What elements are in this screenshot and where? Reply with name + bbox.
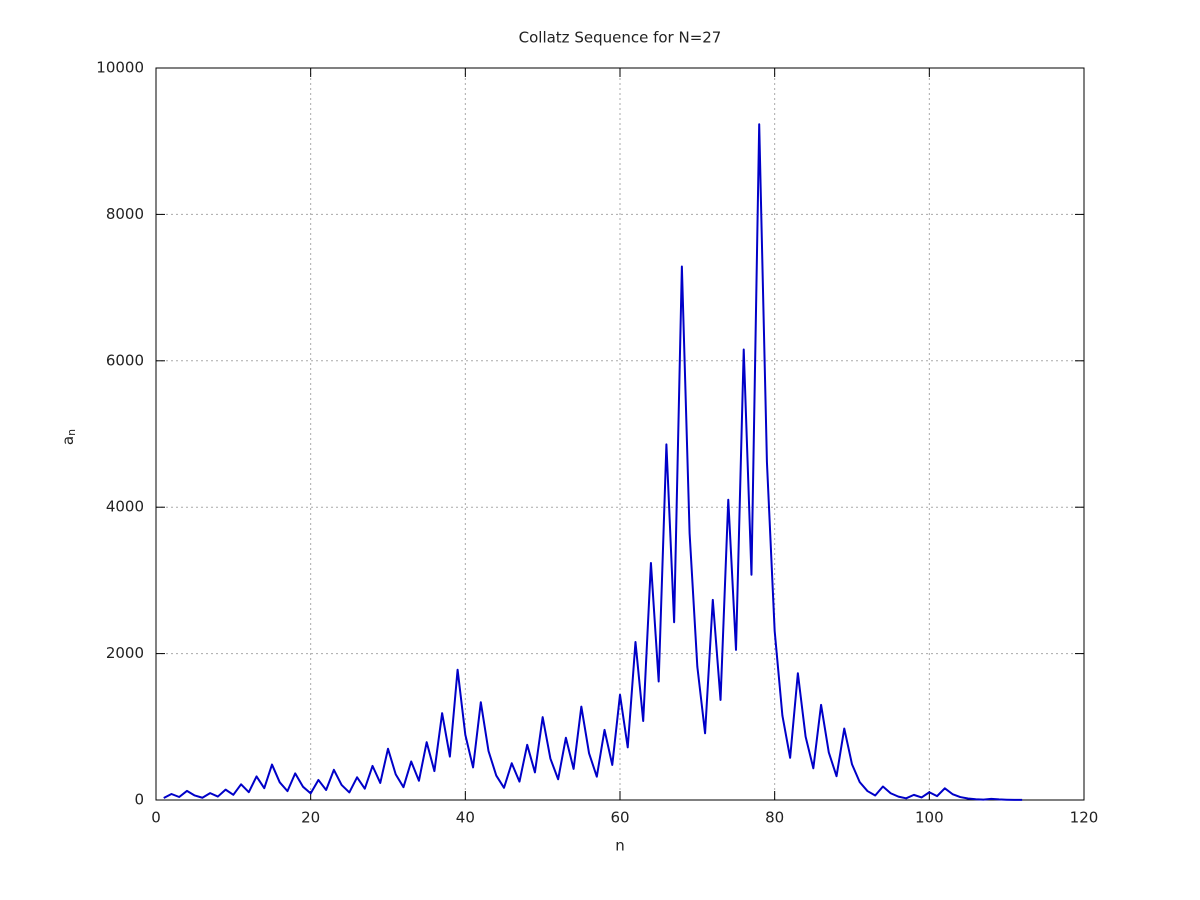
y-tick-label: 0	[134, 791, 144, 809]
y-axis-label-base: a	[59, 436, 77, 445]
y-tick-label: 6000	[106, 351, 144, 369]
x-tick-label: 40	[456, 809, 475, 827]
x-tick-label: 120	[1070, 809, 1099, 827]
x-tick-label: 0	[151, 809, 161, 827]
x-tick-label: 80	[765, 809, 784, 827]
plot-frame	[155, 67, 1085, 801]
y-tick-label: 2000	[106, 644, 144, 662]
chart-title: Collatz Sequence for N=27	[519, 29, 722, 47]
y-axis-label-subscript: n	[65, 429, 78, 436]
y-tick-label: 8000	[106, 205, 144, 223]
data-line	[163, 123, 1023, 801]
y-axis-label: an	[59, 429, 79, 445]
y-tick-label: 10000	[96, 59, 144, 77]
x-tick-label: 100	[915, 809, 944, 827]
x-tick-label: 20	[301, 809, 320, 827]
y-tick-label: 4000	[106, 498, 144, 516]
x-axis-label: n	[615, 837, 625, 855]
x-tick-label: 60	[610, 809, 629, 827]
